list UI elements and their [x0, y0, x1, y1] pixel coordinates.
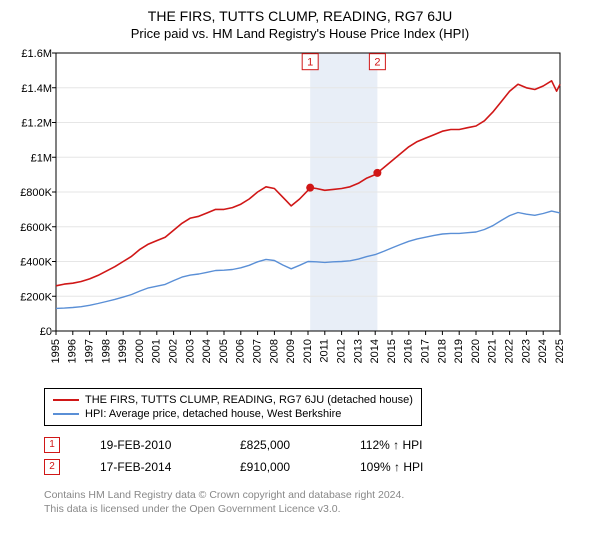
legend-swatch: [53, 413, 79, 415]
marker-price: £910,000: [240, 460, 320, 474]
svg-text:2023: 2023: [520, 339, 532, 363]
svg-text:2012: 2012: [336, 339, 348, 363]
svg-text:2010: 2010: [302, 339, 314, 363]
svg-text:2020: 2020: [470, 339, 482, 363]
svg-text:2006: 2006: [235, 339, 247, 363]
marker-row: 2 17-FEB-2014 £910,000 109% ↑ HPI: [44, 456, 588, 478]
svg-text:£400K: £400K: [20, 257, 52, 269]
svg-text:£200K: £200K: [20, 291, 52, 303]
footer-line: This data is licensed under the Open Gov…: [44, 502, 588, 516]
legend-item: HPI: Average price, detached house, West…: [53, 407, 413, 421]
svg-text:£0: £0: [40, 326, 52, 338]
marker-row: 1 19-FEB-2010 £825,000 112% ↑ HPI: [44, 434, 588, 456]
legend-label: HPI: Average price, detached house, West…: [85, 408, 341, 420]
marker-table: 1 19-FEB-2010 £825,000 112% ↑ HPI 2 17-F…: [44, 434, 588, 478]
svg-text:2005: 2005: [218, 339, 230, 363]
marker-date: 17-FEB-2014: [100, 460, 200, 474]
svg-text:1996: 1996: [67, 339, 79, 363]
svg-text:2000: 2000: [134, 339, 146, 363]
marker-box: 1: [44, 437, 60, 453]
svg-text:1: 1: [307, 57, 313, 69]
svg-text:2017: 2017: [420, 339, 432, 363]
svg-text:1998: 1998: [100, 339, 112, 363]
footer: Contains HM Land Registry data © Crown c…: [44, 488, 588, 516]
page-title: THE FIRS, TUTTS CLUMP, READING, RG7 6JU: [12, 8, 588, 24]
svg-text:2002: 2002: [168, 339, 180, 363]
svg-text:2: 2: [374, 57, 380, 69]
svg-text:2022: 2022: [504, 339, 516, 363]
svg-text:2024: 2024: [537, 339, 549, 363]
marker-box: 2: [44, 459, 60, 475]
svg-text:2001: 2001: [151, 339, 163, 363]
svg-text:2004: 2004: [201, 339, 213, 363]
svg-text:2008: 2008: [268, 339, 280, 363]
svg-text:1995: 1995: [50, 339, 62, 363]
svg-text:2015: 2015: [386, 339, 398, 363]
legend: THE FIRS, TUTTS CLUMP, READING, RG7 6JU …: [44, 388, 422, 426]
svg-text:2013: 2013: [352, 339, 364, 363]
svg-text:2011: 2011: [319, 339, 331, 363]
marker-date: 19-FEB-2010: [100, 438, 200, 452]
svg-text:£1.4M: £1.4M: [21, 83, 52, 95]
page-subtitle: Price paid vs. HM Land Registry's House …: [12, 26, 588, 41]
svg-text:£1.6M: £1.6M: [21, 48, 52, 60]
svg-text:2019: 2019: [453, 339, 465, 363]
svg-text:£600K: £600K: [20, 222, 52, 234]
root: THE FIRS, TUTTS CLUMP, READING, RG7 6JU …: [0, 0, 600, 524]
marker-price: £825,000: [240, 438, 320, 452]
svg-text:2018: 2018: [436, 339, 448, 363]
svg-text:2025: 2025: [554, 339, 566, 363]
marker-num: 2: [49, 462, 55, 472]
svg-text:2003: 2003: [184, 339, 196, 363]
chart-svg: £0 £200K £400K £600K £800K £1M £1.2M £1.4M £1.6M…: [12, 47, 568, 377]
svg-text:2014: 2014: [369, 339, 381, 363]
svg-text:2016: 2016: [403, 339, 415, 363]
svg-text:2007: 2007: [252, 339, 264, 363]
svg-text:£800K: £800K: [20, 187, 52, 199]
svg-text:£1.2M: £1.2M: [21, 118, 52, 130]
legend-item: THE FIRS, TUTTS CLUMP, READING, RG7 6JU …: [53, 393, 413, 407]
svg-text:1997: 1997: [84, 339, 96, 363]
legend-swatch: [53, 399, 79, 401]
legend-label: THE FIRS, TUTTS CLUMP, READING, RG7 6JU …: [85, 394, 413, 406]
svg-text:2009: 2009: [285, 339, 297, 363]
marker-num: 1: [49, 440, 55, 450]
svg-text:2021: 2021: [487, 339, 499, 363]
marker-pct: 112% ↑ HPI: [360, 438, 450, 452]
svg-text:1999: 1999: [117, 339, 129, 363]
footer-line: Contains HM Land Registry data © Crown c…: [44, 488, 588, 502]
svg-text:£1M: £1M: [31, 152, 52, 164]
price-chart: £0 £200K £400K £600K £800K £1M £1.2M £1.4M £1.6M…: [12, 47, 588, 382]
marker-pct: 109% ↑ HPI: [360, 460, 450, 474]
